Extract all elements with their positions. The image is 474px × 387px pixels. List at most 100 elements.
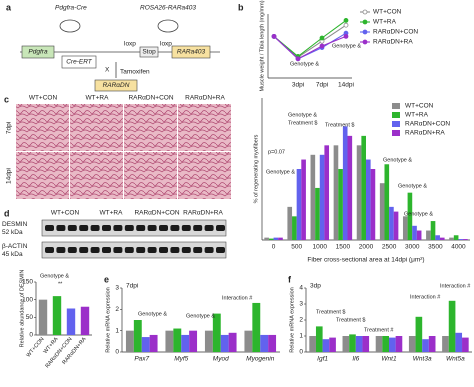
x-tick-label: 2000	[359, 244, 374, 251]
mouse-icon	[157, 19, 179, 33]
blot-band	[90, 225, 100, 231]
bar	[362, 336, 370, 352]
bar	[220, 334, 229, 352]
blot-band	[113, 225, 123, 231]
data-point	[319, 43, 325, 49]
x-tick-label: Il6	[352, 356, 359, 363]
bar	[356, 145, 362, 240]
column-label: WT+CON	[29, 95, 58, 102]
bar	[415, 316, 423, 352]
legend-label: RARαDN+CON	[405, 121, 450, 128]
blot-band	[193, 225, 203, 231]
blot-band	[147, 247, 157, 253]
blot-band	[216, 247, 225, 253]
blot-band	[67, 247, 77, 253]
blot-band	[56, 247, 66, 253]
bar	[252, 302, 261, 352]
bar	[389, 206, 394, 240]
panel-label: a	[6, 2, 12, 12]
bar	[347, 135, 353, 240]
cross-label: X	[105, 67, 110, 74]
legend-marker	[362, 39, 368, 45]
blot-band	[67, 225, 77, 231]
bar	[342, 126, 348, 240]
blot-band	[124, 225, 134, 231]
annotation: Genotype &	[40, 273, 69, 279]
band-label-line: DESMIN	[2, 221, 28, 228]
bar	[338, 169, 343, 240]
promoter-box	[21, 45, 55, 59]
bar	[408, 336, 416, 352]
blot-band	[170, 225, 180, 231]
histology-image	[178, 152, 231, 199]
bar	[407, 192, 413, 240]
y-axis-label: % of regenerating myofibers	[253, 134, 259, 203]
blot-band	[79, 225, 89, 231]
bar	[370, 169, 376, 240]
bar	[268, 334, 277, 352]
bar	[393, 211, 399, 240]
x-tick-label: Myf5	[174, 356, 188, 363]
loxp-label: loxp	[160, 41, 172, 48]
bar	[38, 299, 48, 335]
annotation: Genotype &	[288, 112, 317, 118]
blot-band	[181, 225, 191, 231]
loxp-label: loxp	[124, 41, 136, 48]
bar	[428, 336, 436, 352]
bar	[309, 336, 316, 352]
x-tick-label: 3000	[405, 244, 420, 251]
y-tick-label: 1	[115, 327, 119, 334]
bar	[379, 183, 385, 240]
y-tick-label: 50	[26, 314, 34, 321]
legend-marker	[362, 19, 368, 25]
band-label-line: 52 kDa	[2, 229, 23, 236]
annotation: Genotype &	[404, 211, 433, 217]
blot-band	[102, 247, 111, 253]
annotation: Genotype &	[290, 61, 319, 67]
bar	[287, 206, 293, 240]
legend-marker	[362, 29, 368, 35]
histology-image	[124, 104, 177, 151]
annotation: Interaction #	[222, 295, 253, 301]
blot-band	[56, 225, 66, 231]
annotation: Genotype &	[383, 157, 412, 163]
y-tick-label: 150	[22, 279, 33, 286]
annotation: Treatment $	[288, 120, 317, 126]
x-tick-label: Wnt5a	[446, 356, 465, 363]
y-tick-label: 0	[299, 349, 303, 356]
bar	[296, 169, 302, 240]
bar	[181, 334, 190, 352]
panel-label: f	[288, 274, 292, 284]
bar	[149, 334, 158, 352]
histology-image	[70, 104, 123, 151]
x-tick-label: 3dpi	[292, 82, 304, 89]
bar	[462, 337, 469, 352]
annotation: Interaction #	[410, 294, 441, 300]
bar	[342, 336, 350, 352]
legend-label: WT+CON	[373, 9, 402, 16]
bar	[273, 237, 279, 240]
bar	[389, 337, 396, 352]
bar	[260, 334, 269, 352]
product-label: RARαDN	[103, 82, 130, 89]
bar	[349, 334, 356, 352]
panel-label: d	[4, 208, 10, 218]
x-tick-label: Myod	[213, 356, 229, 363]
bar	[52, 296, 62, 335]
blot-band	[181, 247, 191, 253]
bar	[430, 221, 436, 240]
bar	[264, 237, 269, 240]
legend-label: WT+RA	[373, 19, 397, 26]
bar	[329, 337, 336, 352]
lane-label: WT+RA	[100, 210, 124, 217]
data-point	[271, 34, 277, 39]
data-point	[343, 34, 349, 39]
x-tick-label: 2500	[382, 244, 397, 251]
bar	[173, 328, 182, 352]
mouse-label: Pdgfra-Cre	[55, 5, 87, 12]
annotation: Genotype &	[398, 183, 427, 189]
histology-image	[124, 152, 177, 199]
band-label: DESMIN 52 kDa	[2, 221, 28, 236]
y-tick-label: 1	[299, 333, 303, 340]
bar	[384, 164, 390, 240]
